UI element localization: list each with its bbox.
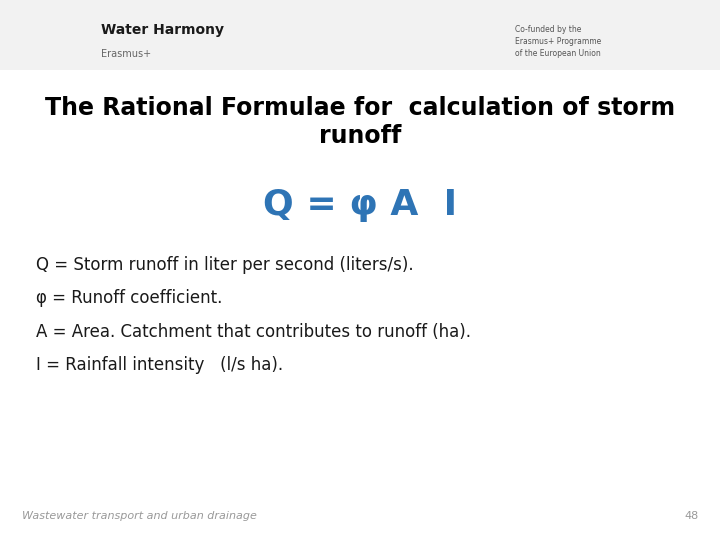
Text: of the European Union: of the European Union bbox=[515, 49, 600, 58]
Text: The Rational Formulae for  calculation of storm: The Rational Formulae for calculation of… bbox=[45, 96, 675, 120]
Text: 48: 48 bbox=[684, 511, 698, 521]
Text: Q = φ A  I: Q = φ A I bbox=[263, 188, 457, 222]
Text: Erasmus+: Erasmus+ bbox=[101, 49, 151, 59]
Text: A = Area. Catchment that contributes to runoff (ha).: A = Area. Catchment that contributes to … bbox=[36, 322, 471, 341]
Text: runoff: runoff bbox=[319, 124, 401, 148]
Text: Erasmus+ Programme: Erasmus+ Programme bbox=[515, 37, 601, 46]
Text: Wastewater transport and urban drainage: Wastewater transport and urban drainage bbox=[22, 511, 256, 521]
Text: Co-funded by the: Co-funded by the bbox=[515, 25, 581, 34]
Text: Q = Storm runoff in liter per second (liters/s).: Q = Storm runoff in liter per second (li… bbox=[36, 255, 413, 274]
Text: Water Harmony: Water Harmony bbox=[101, 23, 224, 37]
Polygon shape bbox=[23, 16, 40, 29]
Text: I = Rainfall intensity   (l/s ha).: I = Rainfall intensity (l/s ha). bbox=[36, 356, 283, 374]
Circle shape bbox=[18, 11, 60, 57]
Text: φ = Runoff coefficient.: φ = Runoff coefficient. bbox=[36, 289, 222, 307]
